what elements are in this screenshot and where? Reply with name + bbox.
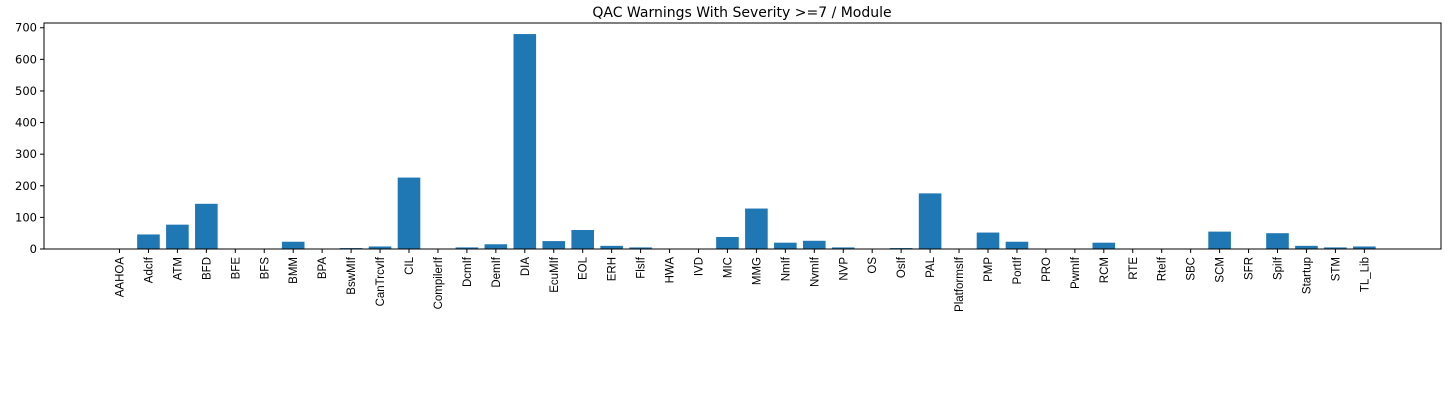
x-tick-label: EOL <box>578 256 590 280</box>
bar-rcm <box>1092 242 1116 249</box>
bar-adcif <box>137 234 160 249</box>
x-tick-label: RTE <box>1128 257 1140 280</box>
y-tick-label: 700 <box>15 21 37 35</box>
x-tick-label: OsIf <box>896 256 908 278</box>
bar-stm <box>1324 247 1347 249</box>
y-tick-label: 100 <box>15 210 37 224</box>
x-tick-label: MIC <box>722 257 734 278</box>
x-tick-label: PlatformsIf <box>954 256 966 312</box>
x-tick-label: TL_Lib <box>1359 257 1371 292</box>
x-tick-label: SCM <box>1215 257 1227 283</box>
x-tick-label: DcmIf <box>462 256 474 287</box>
x-tick-label: SFR <box>1244 257 1256 280</box>
bar-pal <box>918 193 942 249</box>
x-tick-label: BFS <box>259 257 271 280</box>
bar-flsif <box>629 247 652 249</box>
bar-pmp <box>976 232 1000 249</box>
y-tick-label: 500 <box>15 84 37 98</box>
x-tick-label: DemIf <box>491 256 503 287</box>
x-tick-label: PortIf <box>1012 256 1024 284</box>
chart-title: QAC Warnings With Severity >=7 / Module <box>592 5 891 21</box>
x-tick-label: HWA <box>665 257 677 284</box>
x-tick-label: STM <box>1330 257 1342 281</box>
bar-tl_lib <box>1353 246 1376 249</box>
x-tick-label: NVP <box>838 257 850 281</box>
x-tick-label: BPA <box>317 257 329 279</box>
x-tick-label: PAL <box>925 256 937 277</box>
x-tick-label: PRO <box>1041 257 1053 282</box>
plot-frame <box>43 22 1442 250</box>
x-tick-label: EcuMIf <box>549 256 561 293</box>
x-tick-label: BswMIf <box>346 256 358 295</box>
x-tick-label: PwmIf <box>1070 256 1082 289</box>
bar-portif <box>1005 241 1029 249</box>
bar-mmg <box>745 208 768 249</box>
x-tick-label: RCM <box>1099 257 1111 283</box>
x-tick-label: SBC <box>1186 257 1198 281</box>
x-axis: AAHOA AdcIf ATM BFD BFE BFS BMM BPA BswMIf CanTrc… <box>115 249 1371 312</box>
bar-ecumif <box>542 241 566 249</box>
bar-bfd <box>195 203 218 249</box>
bar-startup <box>1295 245 1318 249</box>
bar-bmm <box>281 241 305 249</box>
bar-nmif <box>774 242 797 249</box>
bar-cantrcvif <box>368 246 392 249</box>
bar-cil <box>397 177 421 249</box>
x-tick-label: SpiIf <box>1273 256 1285 280</box>
y-tick-label: 0 <box>30 242 37 256</box>
y-axis: 0 100 200 300 400 500 600 700 <box>15 21 44 256</box>
x-tick-label: BMM <box>288 257 300 284</box>
bar-erh <box>600 245 623 249</box>
bar-spiif <box>1266 233 1289 249</box>
bar-dia <box>513 34 537 250</box>
x-tick-label: NvmIf <box>809 256 821 287</box>
x-tick-label: MMG <box>751 257 763 285</box>
bar-atm <box>166 224 189 249</box>
bar-nvp <box>831 247 855 249</box>
x-tick-label: BFE <box>230 257 242 280</box>
x-tick-label: ERH <box>607 257 619 281</box>
bar-dcmif <box>455 247 479 249</box>
x-tick-label: CompilerIf <box>433 256 445 309</box>
bar-eol <box>571 230 594 249</box>
x-tick-label: RteIf <box>1157 256 1169 281</box>
y-tick-label: 600 <box>15 52 37 66</box>
x-tick-label: PMP <box>983 257 995 282</box>
y-tick-label: 200 <box>15 179 37 193</box>
x-tick-label: IVD <box>694 257 706 276</box>
x-tick-label: Startup <box>1301 257 1313 294</box>
x-tick-label: CanTrcvIf <box>375 256 387 306</box>
bar-scm <box>1208 231 1231 249</box>
bar-demif <box>484 244 508 249</box>
x-tick-label: AdcIf <box>143 256 155 283</box>
x-tick-label: BFD <box>201 257 213 280</box>
x-tick-label: NmIf <box>780 256 792 281</box>
x-tick-label: FlsIf <box>636 256 648 279</box>
x-tick-label: ATM <box>172 257 184 280</box>
x-tick-label: CIL <box>404 256 416 275</box>
bars-layer <box>137 34 1376 250</box>
x-tick-label: DIA <box>520 257 532 277</box>
bar-nvmif <box>803 240 826 249</box>
y-tick-label: 400 <box>15 116 37 130</box>
y-tick-label: 300 <box>15 147 37 161</box>
bar-mic <box>716 236 739 249</box>
x-tick-label: AAHOA <box>115 257 127 298</box>
x-tick-label: OS <box>867 257 879 274</box>
